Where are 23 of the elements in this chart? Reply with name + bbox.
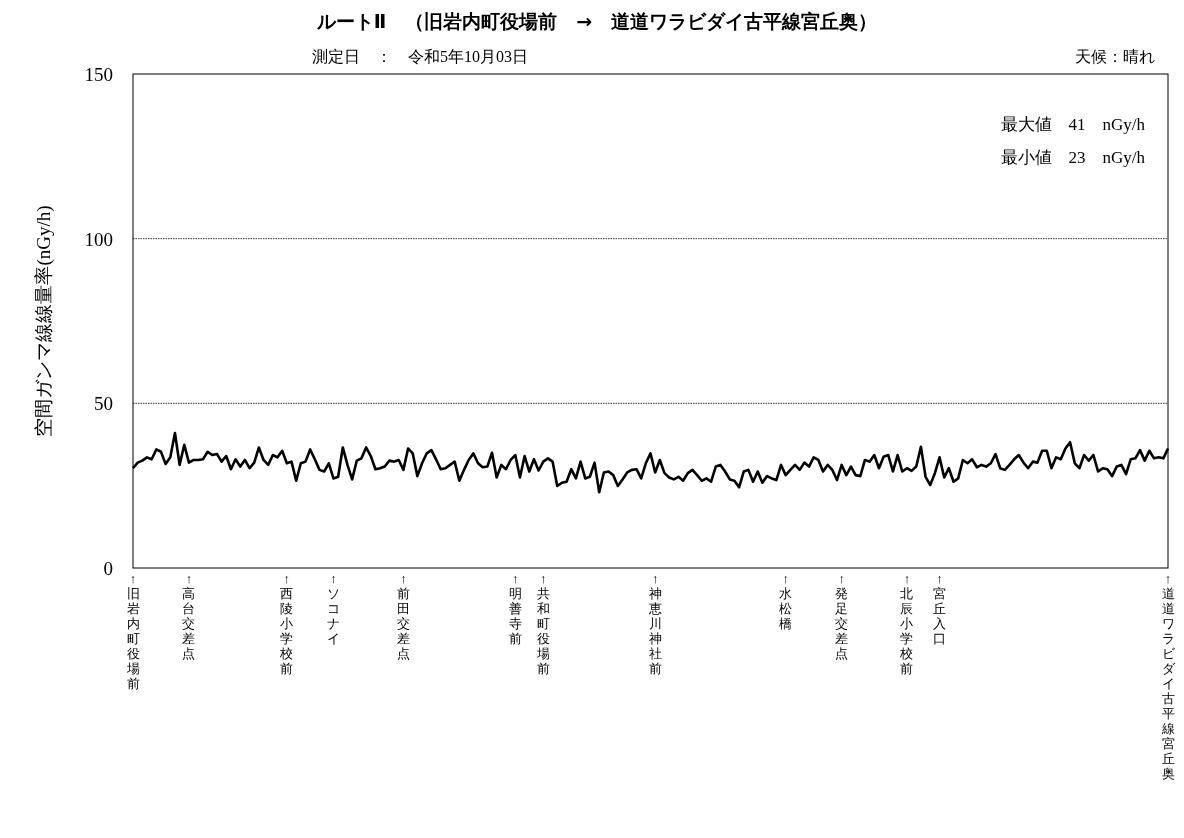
x-tick-label: ↑西陵小学校前: [279, 571, 294, 676]
x-tick-label: ↑北辰小学校前: [899, 571, 914, 676]
y-tick-label: 150: [84, 64, 113, 85]
x-tick-label: ↑発足交差点: [835, 571, 849, 661]
x-tick-label: ↑高台交差点: [182, 571, 196, 661]
y-axis-title: 空間ガンマ線線量率(nGy/h): [33, 205, 55, 437]
x-tick-label: ↑ソコナイ: [326, 571, 340, 646]
y-tick-label: 50: [94, 393, 113, 415]
chart-title: ルートⅡ （旧岩内町役場前 → 道道ワラビダイ古平線宮丘奥）: [315, 10, 878, 32]
annotation: 最小値 23 nGy/h: [1000, 148, 1146, 167]
chart-subtitle: 測定日 ： 令和5年10月03日: [312, 48, 528, 65]
x-tick-label: ↑旧岩内町役場前: [125, 571, 140, 691]
x-tick-label: ↑宮丘入口: [933, 571, 947, 646]
x-tick-label: ↑神恵川神社前: [647, 571, 662, 676]
category-label: ↑道道ワラビダイ古平線宮丘奥: [1161, 571, 1175, 781]
x-tick-label: ↑水松橋: [779, 571, 793, 631]
x-tick-label: ↑前田交差点: [396, 571, 410, 661]
x-tick-label: ↑共和町役場前: [535, 571, 550, 676]
annotation: 最大値 41 nGy/h: [1000, 115, 1146, 134]
y-tick-label: 0: [103, 558, 113, 579]
y-tick-label: 100: [84, 228, 113, 250]
text: 天候：晴れ: [1075, 48, 1155, 65]
x-tick-label: ↑明善寺前: [508, 571, 522, 646]
